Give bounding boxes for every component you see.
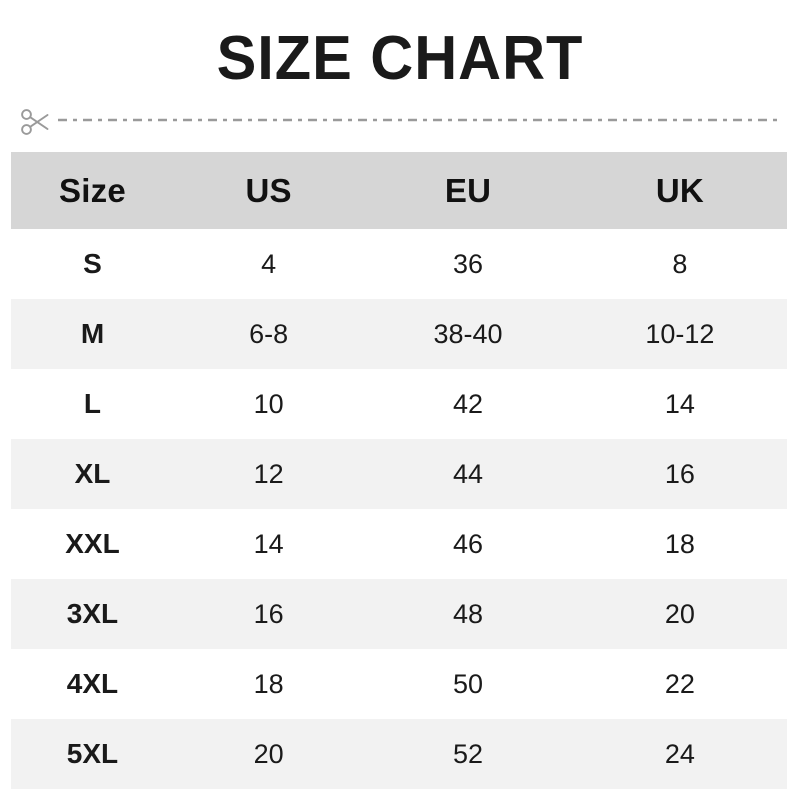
cell-us: 16: [253, 599, 284, 629]
cell-size: 4XL: [66, 668, 119, 699]
cell-uk: 18: [664, 529, 695, 559]
cell-uk: 20: [664, 599, 695, 629]
cell-eu: 44: [453, 459, 484, 489]
cell-eu: 50: [453, 669, 484, 699]
cell-us: 6-8: [249, 319, 289, 349]
size-chart-table: Size US EU UK S 4 36 8 M 6-8 38-40 10-12…: [11, 152, 787, 789]
table-body: S 4 36 8 M 6-8 38-40 10-12 L 10 42 14 XL…: [11, 229, 787, 789]
column-header-eu: EU: [444, 172, 492, 209]
table-row: 5XL 20 52 24: [11, 719, 787, 789]
table-row: L 10 42 14: [11, 369, 787, 439]
cell-uk: 16: [664, 459, 695, 489]
cell-size: M: [80, 318, 105, 349]
cell-us: 4: [261, 249, 277, 279]
dashed-cut-line: [58, 118, 782, 122]
cell-eu: 36: [453, 249, 484, 279]
cell-eu: 48: [453, 599, 484, 629]
cell-uk: 24: [664, 739, 695, 769]
cell-size: S: [83, 248, 102, 279]
table-row: S 4 36 8: [11, 229, 787, 299]
column-header-us: US: [245, 172, 292, 209]
cell-uk: 14: [664, 389, 695, 419]
cell-eu: 38-40: [433, 319, 503, 349]
table-row: M 6-8 38-40 10-12: [11, 299, 787, 369]
cell-eu: 46: [453, 529, 484, 559]
table-header: Size US EU UK: [11, 152, 787, 229]
cell-size: L: [83, 388, 102, 419]
cell-size: XXL: [65, 528, 120, 559]
cell-us: 12: [253, 459, 284, 489]
cell-uk: 10-12: [645, 319, 715, 349]
cell-us: 18: [253, 669, 284, 699]
cell-us: 20: [253, 739, 284, 769]
cell-us: 14: [253, 529, 284, 559]
cut-line: [18, 104, 782, 140]
cell-size: 3XL: [66, 598, 119, 629]
table-row: XL 12 44 16: [11, 439, 787, 509]
table-row: 4XL 18 50 22: [11, 649, 787, 719]
table-row: 3XL 16 48 20: [11, 579, 787, 649]
cell-uk: 22: [664, 669, 695, 699]
cell-eu: 42: [453, 389, 484, 419]
column-header-uk: UK: [655, 172, 704, 209]
table-row: XXL 14 46 18: [11, 509, 787, 579]
scissors-icon: [21, 109, 49, 135]
cell-size: XL: [74, 458, 111, 489]
column-header-size: Size: [59, 172, 126, 209]
cell-size: 5XL: [66, 738, 119, 769]
page-title: SIZE CHART: [216, 24, 584, 93]
table-header-row: Size US EU UK: [11, 152, 787, 229]
cell-uk: 8: [672, 249, 688, 279]
cell-eu: 52: [453, 739, 484, 769]
cell-us: 10: [253, 389, 284, 419]
